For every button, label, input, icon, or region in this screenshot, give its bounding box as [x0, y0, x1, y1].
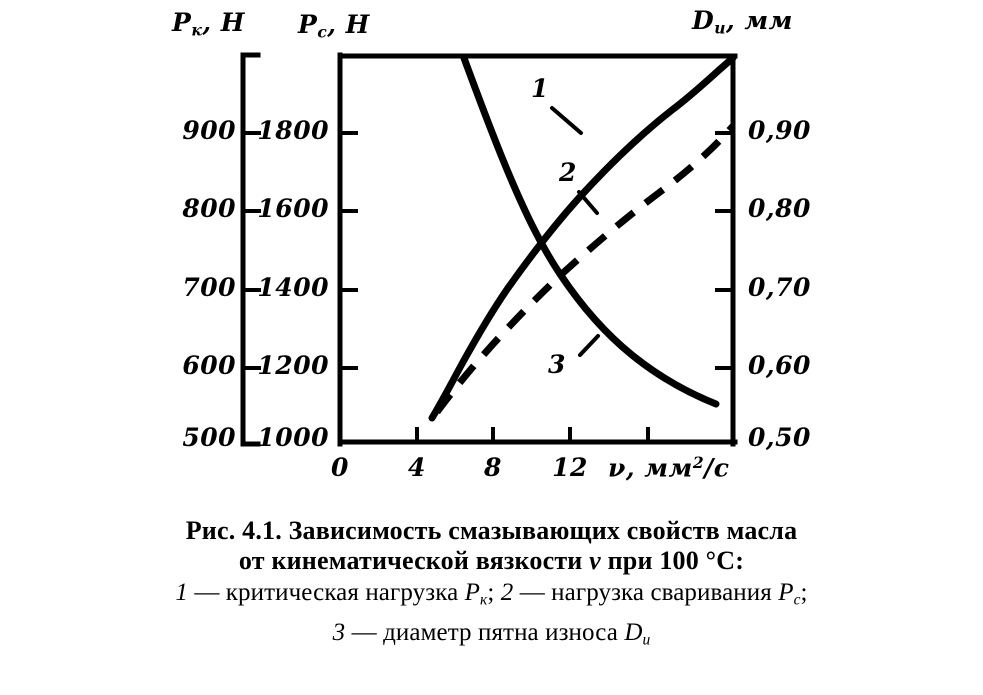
axis-left-outer — [240, 52, 261, 447]
series-3-curve — [460, 54, 720, 408]
tick-label-right-080: 0,80 — [748, 194, 811, 223]
axis-title-left-inner: Pс, Н — [298, 10, 370, 42]
tick-label-left-outer-800: 800 — [182, 194, 236, 223]
axis-x-ticks — [338, 427, 650, 442]
tick-label-right-050: 0,50 — [748, 423, 811, 452]
tick-label-left-inner-1000: 1000 — [257, 423, 329, 452]
axis-right-ticks — [715, 131, 733, 370]
tick-label-right-060: 0,60 — [748, 351, 811, 380]
tick-label-left-outer-900: 900 — [182, 116, 236, 145]
legend-line-1: 1 — критическая нагрузка Pк; 2 — нагрузк… — [175, 579, 808, 609]
tick-label-x-12: 12 — [552, 453, 588, 482]
tick-label-left-inner-1400: 1400 — [257, 273, 329, 302]
caption-line-2: от кинематической вязкости ν при 100 °С: — [238, 546, 745, 575]
plot-frame — [337, 53, 738, 447]
tick-label-left-outer-700: 700 — [182, 273, 236, 302]
axis-title-right: Dи, мм — [692, 6, 793, 38]
legend-line-2: 3 — диаметр пятна износа Dи — [332, 619, 651, 649]
tick-label-x-4: 4 — [408, 453, 426, 482]
tick-label-right-070: 0,70 — [748, 273, 811, 302]
tick-label-x-0: 0 — [331, 453, 349, 482]
chart-plot-area — [240, 52, 738, 447]
tick-label-right-090: 0,90 — [748, 116, 811, 145]
tick-label-left-outer-500: 500 — [182, 423, 236, 452]
tick-label-x-8: 8 — [484, 453, 502, 482]
axis-title-left-outer: Pк, Н — [172, 8, 245, 40]
curve-label-2: 2 — [559, 158, 577, 187]
axis-left-inner-ticks — [340, 131, 358, 370]
tick-label-left-inner-1600: 1600 — [257, 194, 329, 223]
curve-label-3: 3 — [548, 350, 566, 379]
tick-label-left-inner-1200: 1200 — [257, 351, 329, 380]
curve-label-1: 1 — [531, 74, 549, 103]
tick-label-left-outer-600: 600 — [182, 351, 236, 380]
caption-line-1: Рис. 4.1. Зависимость смазывающих свойст… — [185, 516, 798, 545]
tick-label-left-inner-1800: 1800 — [257, 116, 329, 145]
leader-line-2 — [577, 190, 599, 215]
axis-left-outer-ticks — [243, 131, 261, 370]
series-1-curve — [428, 54, 737, 422]
figure-caption: Рис. 4.1. Зависимость смазывающих свойст… — [0, 516, 983, 657]
leader-line-1 — [550, 106, 583, 135]
series-2-curve — [434, 123, 736, 415]
leader-line-3 — [578, 334, 600, 357]
axis-title-x: ν, мм2/с — [608, 453, 730, 483]
